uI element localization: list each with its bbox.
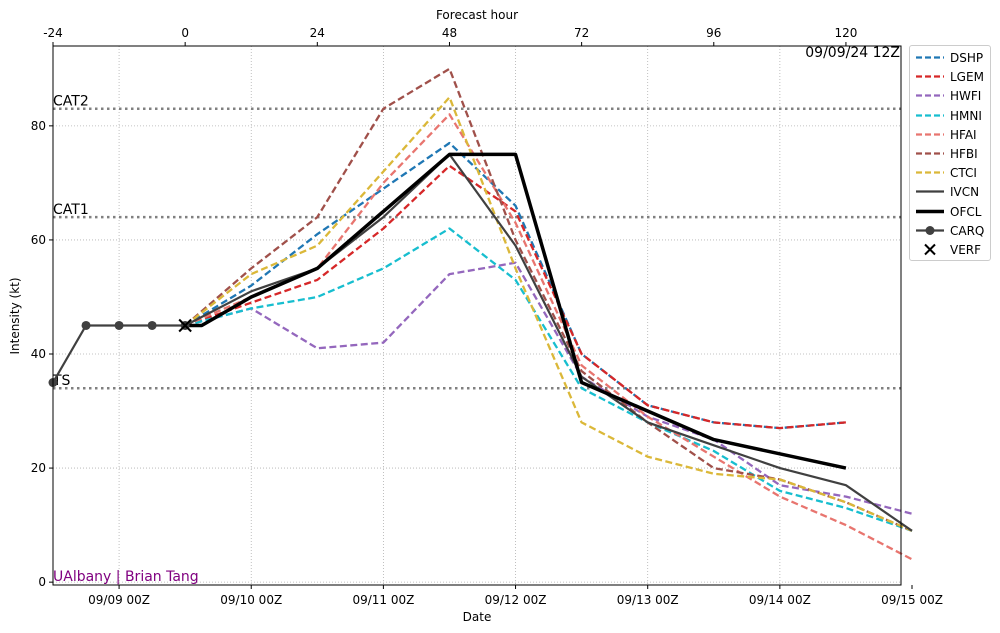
y-tick-label: 40 — [31, 347, 46, 361]
x-tick-label: 09/13 00Z — [617, 593, 679, 607]
x-axis-title: Date — [463, 610, 492, 624]
x-tick-label: 09/10 00Z — [220, 593, 282, 607]
series-point-carq — [114, 320, 124, 330]
threshold-label-cat2: CAT2 — [53, 94, 89, 110]
legend-item-dshp: DSHP — [910, 49, 990, 68]
series-line-ofcl — [185, 152, 847, 470]
y-tick-label: 0 — [38, 575, 46, 589]
legend-label: HFBI — [950, 147, 978, 161]
series-point-verf — [178, 318, 192, 333]
x-tick-label: 09/12 00Z — [485, 593, 547, 607]
legend-label: CARQ — [950, 223, 985, 238]
legend-item-lgem: LGEM — [910, 68, 990, 87]
legend-item-hmni: HMNI — [910, 107, 990, 126]
legend-item-verf: VERF — [910, 241, 990, 260]
legend-item-ivcn: IVCN — [910, 183, 990, 202]
legend-swatch — [916, 94, 944, 98]
top-tick-label: 72 — [574, 26, 589, 40]
series-line-hwfi — [184, 261, 913, 515]
legend-item-carq: CARQ — [910, 222, 990, 241]
x-tick-label: 09/14 00Z — [749, 593, 811, 607]
legend-swatch — [916, 75, 944, 78]
x-tick-label: 09/11 00Z — [352, 593, 414, 607]
series-lines — [52, 67, 913, 561]
legend-label: DSHP — [950, 51, 984, 65]
threshold-label-cat1: CAT1 — [53, 202, 89, 218]
top-tick-label: 24 — [310, 26, 325, 40]
x-tick-label: 09/15 00Z — [881, 593, 943, 607]
legend-item-hwfi: HWFI — [910, 87, 990, 106]
legend-item-ctci: CTCI — [910, 164, 990, 183]
legend-label: HWFI — [950, 89, 982, 104]
legend-label: VERF — [950, 243, 982, 257]
legend-swatch — [916, 171, 944, 174]
legend-label: OFCL — [950, 204, 982, 219]
grid-lines — [53, 46, 901, 585]
legend-swatch — [916, 190, 944, 193]
series-line-hmni — [184, 227, 913, 532]
legend-swatch — [916, 225, 944, 235]
y-tick-label: 20 — [31, 461, 46, 475]
timestamp-label: 09/09/24 12Z — [805, 45, 900, 61]
legend-swatch — [916, 133, 944, 136]
legend-swatch — [916, 209, 944, 213]
legend-label: LGEM — [950, 70, 984, 85]
y-tick-label: 60 — [31, 233, 46, 247]
legend-swatch — [916, 113, 944, 117]
watermark-credit: UAlbany | Brian Tang — [53, 569, 199, 585]
top-axis-title: Forecast hour — [436, 8, 518, 22]
legend-item-ofcl: OFCL — [910, 203, 990, 222]
series-line-lgem — [184, 164, 846, 430]
legend-swatch — [924, 243, 936, 256]
legend-swatch — [916, 56, 944, 59]
legend-item-hfai: HFAI — [910, 126, 990, 145]
series-point-carq — [147, 320, 157, 330]
top-tick-label: 96 — [706, 26, 721, 40]
top-tick-label: 120 — [834, 26, 857, 40]
series-point-carq — [81, 320, 91, 330]
top-tick-label: -24 — [43, 26, 63, 40]
legend-label: HFAI — [950, 127, 977, 142]
plot-frame — [52, 45, 902, 586]
top-tick-label: 0 — [181, 26, 189, 40]
chart-legend: DSHP LGEM HWFI HMNI HFAI HFBI CTCI IVCN OFCL CARQ… — [909, 45, 991, 261]
y-tick-label: 80 — [31, 119, 46, 133]
y-axis-title: Intensity (kt) — [8, 277, 22, 354]
axis-ticks: 0 20 40 60 80 09/09 00Z 09/10 00Z 09/11 00Z 09/1… — [31, 26, 943, 607]
legend-label: HMNI — [950, 108, 982, 123]
legend-label: IVCN — [950, 185, 980, 200]
x-tick-label: 09/09 00Z — [88, 593, 150, 607]
series-line-ctci — [184, 96, 913, 532]
legend-label: CTCI — [950, 166, 977, 181]
top-tick-label: 48 — [442, 26, 457, 40]
legend-item-hfbi: HFBI — [910, 145, 990, 164]
legend-swatch — [916, 152, 944, 155]
